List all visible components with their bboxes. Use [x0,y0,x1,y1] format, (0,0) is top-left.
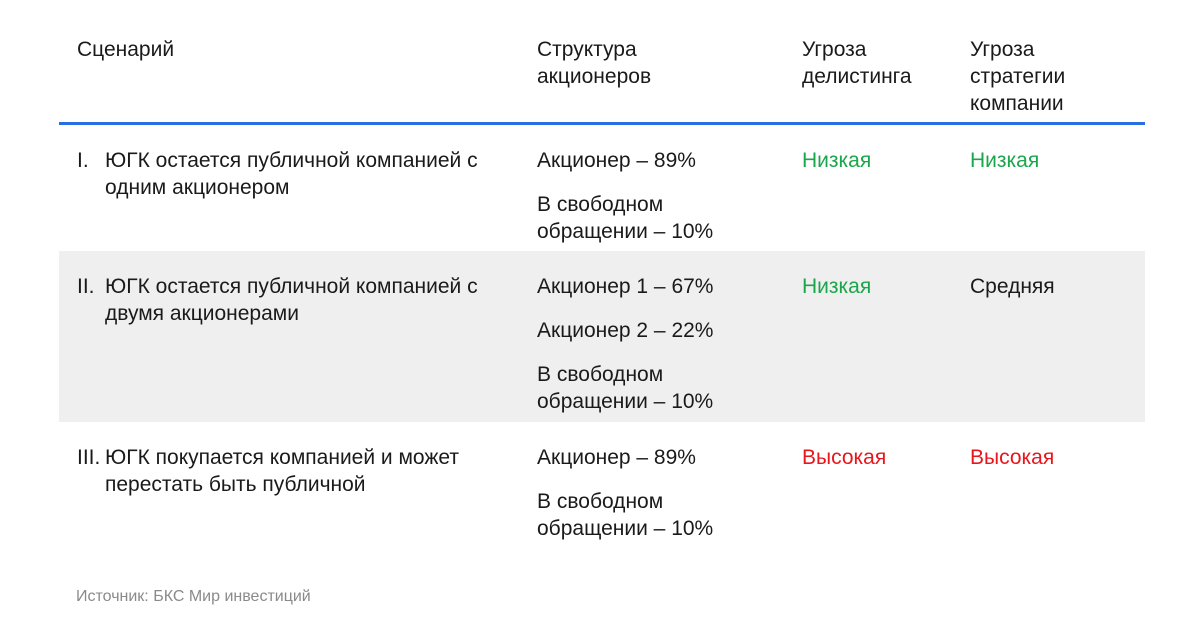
structure-item: Акционер – 89% [537,446,696,469]
strategy-threat: Низкая [970,149,1040,172]
table-row: II. ЮГК остается публичной компанией с д… [59,251,1145,422]
scenario-text: ЮГК остается публичной компанией с одним… [105,149,478,199]
strategy-threat: Средняя [970,275,1055,298]
structure-item: Акционер – 89% [537,149,696,172]
structure-item: Акционер 1 – 67% [537,275,714,298]
structure-item: Акционер 2 – 22% [537,319,714,342]
structure-cell: Акционер – 89% В свободном обращении – 1… [537,147,777,262]
structure-cell: Акционер 1 – 67% Акционер 2 – 22% В своб… [537,273,777,432]
scenario-text: ЮГК остается публичной компанией с двумя… [105,275,478,325]
structure-item: В свободном обращении – 10% [537,363,714,413]
scenario-number: I. [77,149,89,172]
structure-item: В свободном обращении – 10% [537,490,714,540]
source-note: Источник: БКС Мир инвестиций [76,588,311,605]
delisting-threat: Низкая [802,149,872,172]
header-strategy: Угроза стратегии компании [970,38,1066,115]
strategy-threat: Высокая [970,446,1055,469]
scenario-table: Сценарий Структура акционеров Угроза дел… [59,0,1145,548]
scenario-number: II. [77,275,95,298]
table-row: I. ЮГК остается публичной компанией с од… [59,125,1145,251]
table-row: III. ЮГК покупается компанией и может пе… [59,422,1145,548]
scenario-text: ЮГК покупается компанией и может переста… [105,446,460,496]
structure-item: В свободном обращении – 10% [537,193,714,243]
delisting-threat: Высокая [802,446,887,469]
delisting-threat: Низкая [802,275,872,298]
table-header: Сценарий Структура акционеров Угроза дел… [59,0,1145,125]
header-delisting: Угроза делистинга [802,38,912,88]
scenario-number: III. [77,446,101,469]
header-scenario: Сценарий [77,38,175,61]
header-structure: Структура акционеров [537,38,652,88]
structure-cell: Акционер – 89% В свободном обращении – 1… [537,444,777,559]
